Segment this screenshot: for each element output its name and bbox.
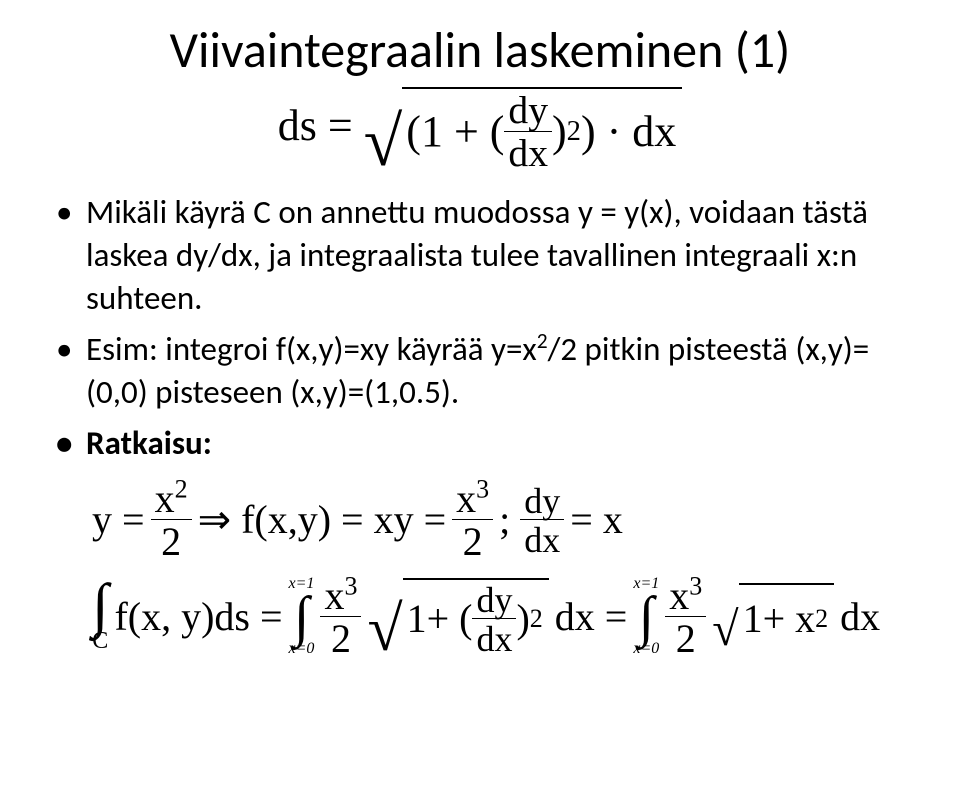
sqrt-2: √ 1+ x2 (712, 583, 834, 651)
semi: ; (499, 488, 510, 552)
int-C: ∫ C (92, 581, 108, 653)
x: x (155, 476, 175, 521)
bullet-3: Ratkaisu: (50, 422, 910, 465)
frac-x3-2-c: x3 2 (665, 576, 706, 659)
frac-num: x2 (151, 479, 192, 519)
exp: 3 (344, 571, 357, 600)
surd-icon: √ (367, 602, 402, 656)
exp: 3 (476, 474, 489, 503)
one-plus-x: 1+ x (743, 587, 816, 651)
exp: 2 (175, 474, 188, 503)
frac-den: dx (520, 519, 564, 558)
slide-title: Viivaintegraalin laskeminen (1) (50, 20, 910, 81)
b2-sup: 2 (537, 328, 548, 354)
int-0-1-b: x=1 ∫ x=0 (633, 577, 659, 656)
lim-bot: x=0 (289, 642, 315, 656)
ds-lhs: ds = (278, 101, 353, 150)
exp: 3 (689, 571, 702, 600)
radicand: 1+ ( dy dx )2 (403, 578, 549, 657)
int-symbol: ∫ (294, 592, 309, 642)
frac-dy-dx-2: dy dx (520, 483, 564, 558)
arrow-fxy: ⇒ f(x,y) = xy = (198, 488, 447, 552)
int-symbol: ∫ (639, 592, 654, 642)
int-sub-C: C (92, 629, 108, 653)
radicand: 1+ x2 (739, 583, 835, 651)
close-paren: ) (516, 587, 529, 651)
frac-num: x3 (452, 479, 493, 519)
b2-a: Esim: integroi f(x,y)=xy käyrää y=x (86, 329, 537, 369)
frac-den: 2 (320, 616, 361, 659)
ds-open: (1 + ( (406, 106, 504, 159)
x: x (456, 476, 476, 521)
int-symbol: ∫ (92, 581, 108, 629)
frac-den: 2 (665, 616, 706, 659)
eq-x: = x (570, 488, 623, 552)
radicand: (1 + ( dy dx )2 ) · dx (402, 87, 682, 173)
int-0-1-a: x=1 ∫ x=0 (289, 577, 315, 656)
slide-container: Viivaintegraalin laskeminen (1) ds = √ (… (0, 0, 960, 703)
lim-bot: x=0 (633, 642, 659, 656)
frac-dy-dx: dy dx (504, 91, 552, 173)
frac-num: dy (504, 91, 552, 131)
surd-icon: √ (364, 113, 403, 173)
x: x (669, 573, 689, 618)
frac-x3-2: x3 2 (452, 479, 493, 562)
frac-x2-2: x2 2 (151, 479, 192, 562)
frac-num: dy (472, 582, 516, 618)
solution-math: y = x2 2 ⇒ f(x,y) = xy = x3 2 ; dy dx = … (50, 479, 910, 659)
surd-icon: √ (712, 610, 738, 651)
frac-x3-2-b: x3 2 (320, 576, 361, 659)
dx-final: dx (840, 585, 880, 649)
frac-den: dx (504, 131, 552, 174)
frac-num: x3 (320, 576, 361, 616)
frac-den: 2 (452, 519, 493, 562)
frac-den: dx (472, 618, 516, 657)
frac-num: x3 (665, 576, 706, 616)
fxy-ds: f(x, y)ds = (114, 585, 282, 649)
frac-num: dy (520, 483, 564, 519)
x: x (324, 573, 344, 618)
dx-eq: dx = (555, 585, 628, 649)
ds-formula: ds = √ (1 + ( dy dx )2 ) · dx (50, 87, 910, 173)
sqrt-root: √ (1 + ( dy dx )2 ) · dx (364, 87, 683, 173)
bullet-2: Esim: integroi f(x,y)=xy käyrää y=x2/2 p… (50, 328, 910, 414)
y-eq: y = (92, 488, 145, 552)
sqrt-1: √ 1+ ( dy dx )2 (367, 578, 548, 657)
frac-dy-dx-3: dy dx (472, 582, 516, 657)
bullet-list: Mikäli käyrä C on annettu muodossa y = y… (50, 191, 910, 464)
frac-den: 2 (151, 519, 192, 562)
ds-close: ) · dx (581, 106, 676, 159)
one-plus: 1+ ( (407, 587, 473, 651)
math-line-2: ∫ C f(x, y)ds = x=1 ∫ x=0 x3 2 √ 1+ ( dy (92, 576, 910, 659)
bullet-1: Mikäli käyrä C on annettu muodossa y = y… (50, 191, 910, 320)
ds-after-frac: ) (552, 106, 567, 159)
math-line-1: y = x2 2 ⇒ f(x,y) = xy = x3 2 ; dy dx = … (92, 479, 910, 562)
